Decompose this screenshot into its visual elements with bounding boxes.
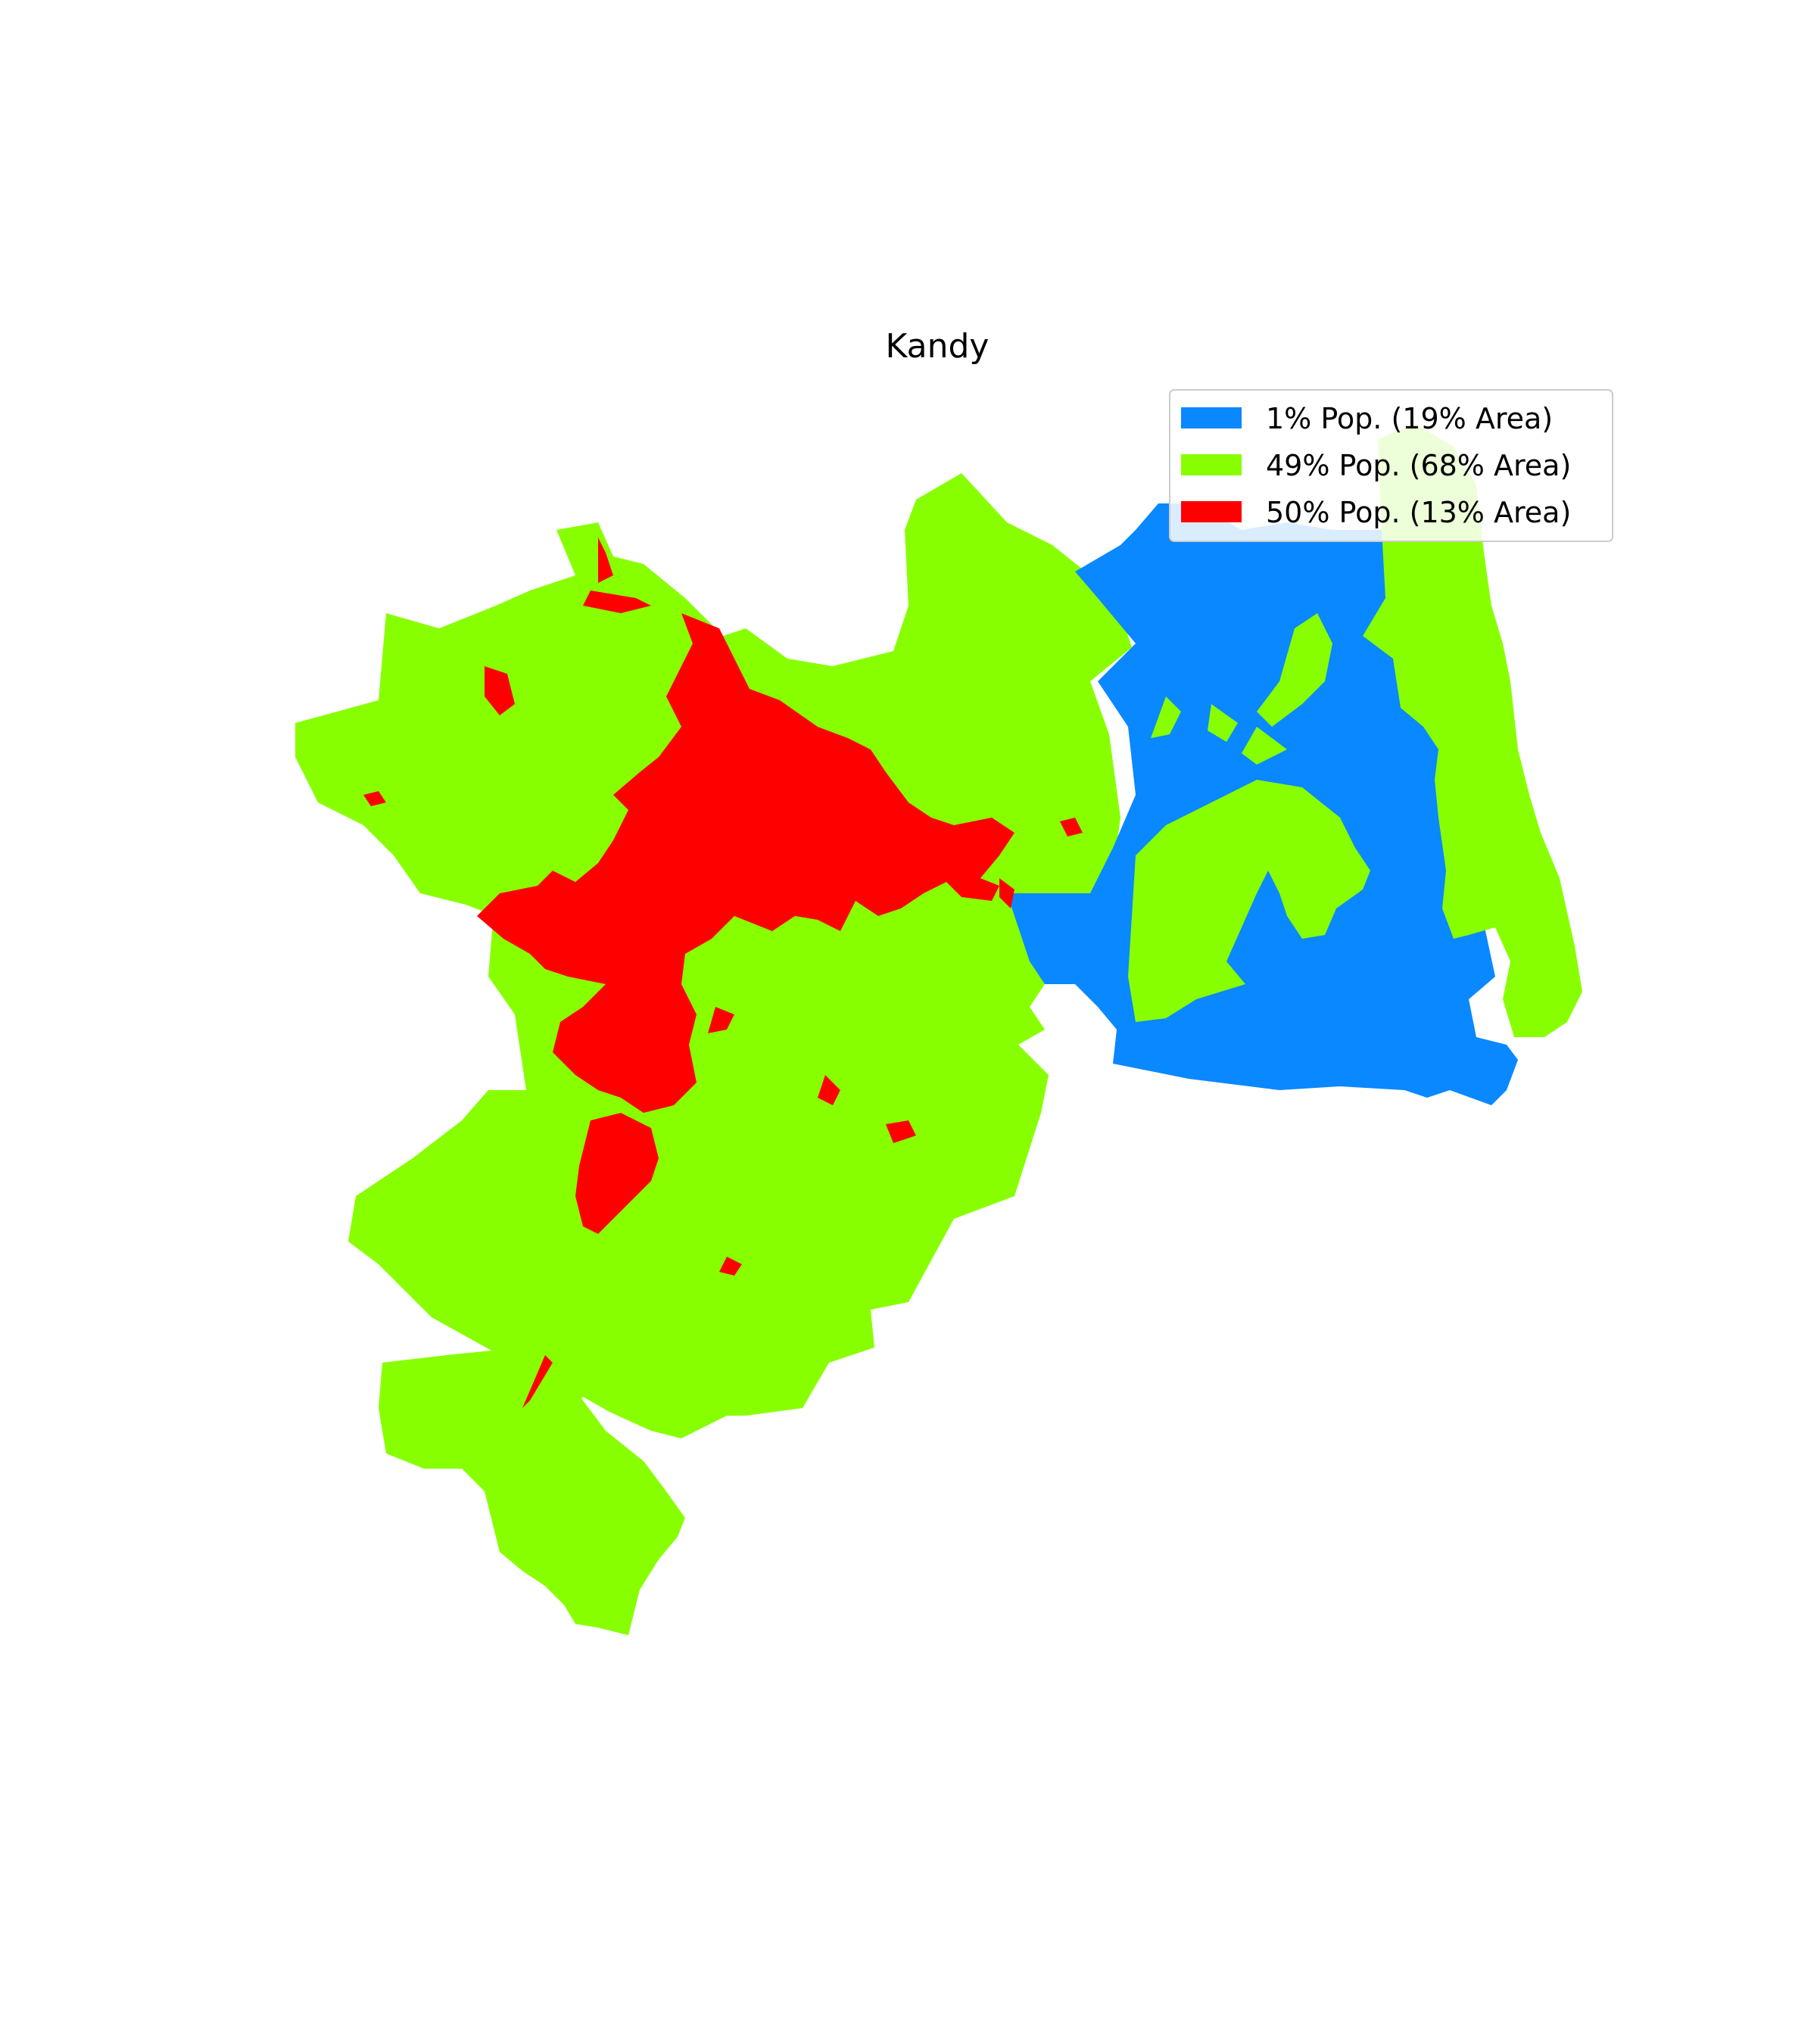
legend-label-low-density: 1% Pop. (19% Area): [1266, 402, 1553, 435]
region-medium-density-south: [379, 1348, 685, 1635]
region-high-density-north-arm: [583, 590, 651, 613]
legend-label-medium-density: 49% Pop. (68% Area): [1266, 449, 1571, 482]
legend-swatch-medium-density: [1181, 454, 1242, 475]
region-high-density-north-strip: [598, 537, 613, 583]
region-high-density-appendix-strip: [522, 1355, 553, 1408]
region-medium-density-main: [295, 473, 1132, 1454]
legend-label-high-density: 50% Pop. (13% Area): [1266, 496, 1571, 529]
region-high-density-south-cluster: [575, 1113, 659, 1234]
region-medium-density-east-inner: [1128, 780, 1370, 1022]
legend: 1% Pop. (19% Area) 49% Pop. (68% Area) 5…: [1169, 389, 1613, 542]
legend-frame: [1169, 389, 1613, 542]
map-title: Kandy: [886, 327, 990, 366]
legend-swatch-high-density: [1181, 501, 1242, 522]
region-high-density-east-strip: [999, 878, 1014, 908]
region-high-density-west-spot: [485, 666, 515, 715]
region-high-density-southwest-spot: [818, 1075, 840, 1105]
legend-swatch-low-density: [1181, 407, 1242, 428]
region-medium-density-far-east: [1363, 424, 1582, 1037]
region-high-density-west-dot: [363, 791, 386, 806]
region-high-density-southeast-spot: [708, 1007, 734, 1033]
region-high-density-east-dot: [1060, 818, 1083, 837]
region-medium-density-east-spur-1: [1257, 613, 1332, 727]
region-high-density-far-south: [719, 1257, 742, 1276]
region-high-density-core: [477, 613, 1014, 1113]
region-medium-density-east-spur-2: [1151, 696, 1181, 738]
region-medium-density-east-spur-4: [1242, 727, 1287, 765]
region-high-density-south-small: [886, 1120, 916, 1143]
region-medium-density-east-spur-3: [1208, 704, 1238, 742]
